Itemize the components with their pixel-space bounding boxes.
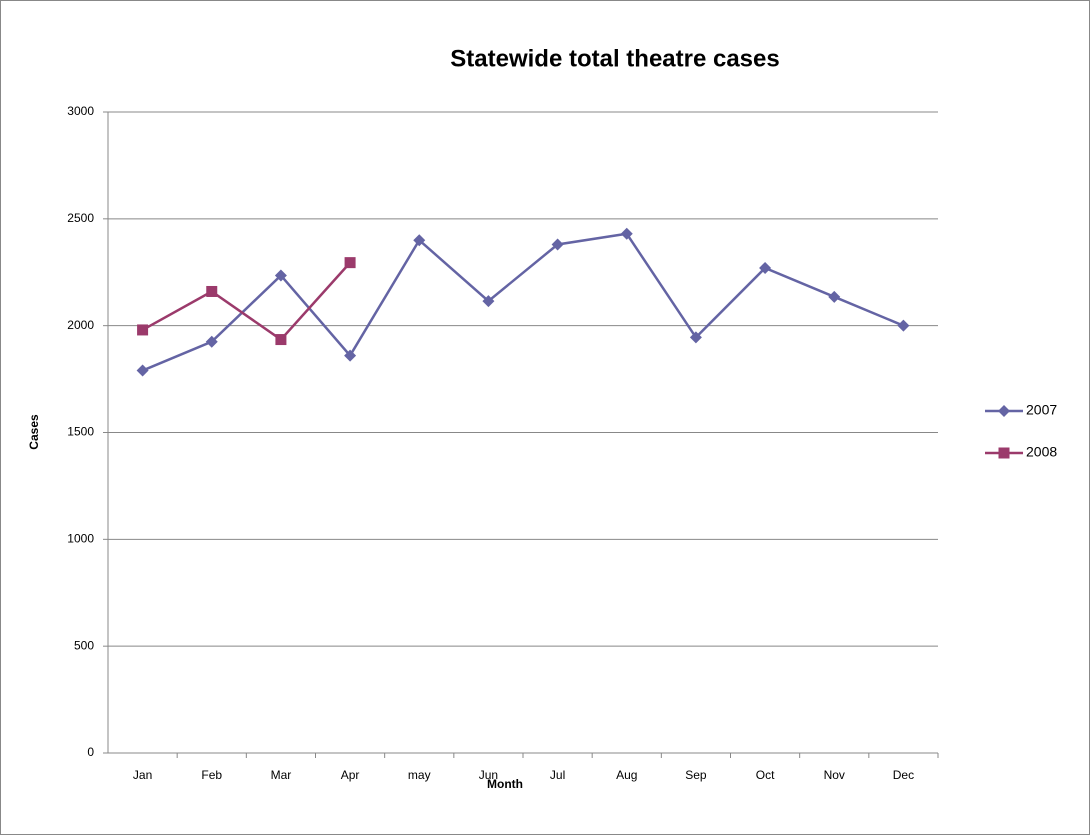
legend-label: 2008 (1026, 444, 1057, 460)
x-tick-label: Jan (133, 768, 152, 782)
marker (205, 335, 218, 348)
legend-marker (998, 405, 1010, 417)
x-tick-label: Dec (893, 768, 914, 782)
marker (689, 331, 702, 344)
legend-label: 2007 (1026, 402, 1057, 418)
x-tick-label: Sep (685, 768, 707, 782)
x-tick-label: Oct (756, 768, 775, 782)
marker (551, 238, 564, 251)
y-tick-label: 2500 (67, 211, 94, 225)
y-tick-label: 1000 (67, 532, 94, 546)
marker (136, 364, 149, 377)
x-tick-label: Jun (479, 768, 498, 782)
series-line (142, 232, 904, 372)
marker (137, 324, 149, 336)
x-tick-label: Apr (341, 768, 360, 782)
y-tick-label: 500 (74, 638, 94, 652)
y-tick-label: 0 (87, 745, 94, 759)
x-tick-label: Aug (616, 768, 637, 782)
y-axis-label: Cases (27, 414, 41, 450)
marker (275, 334, 287, 346)
x-axis-label: Month (487, 777, 523, 791)
marker (274, 269, 287, 282)
marker (482, 295, 495, 308)
x-tick-label: may (408, 768, 431, 782)
chart-title: Statewide total theatre cases (450, 45, 779, 72)
marker (206, 285, 218, 297)
x-tick-label: Mar (271, 768, 292, 782)
marker (897, 319, 910, 332)
marker (620, 227, 633, 240)
x-tick-label: Feb (201, 768, 222, 782)
marker (759, 261, 772, 274)
y-tick-label: 3000 (67, 104, 94, 118)
y-tick-label: 1500 (67, 425, 94, 439)
marker (344, 349, 357, 362)
y-tick-label: 2000 (67, 318, 94, 332)
legend-marker (998, 447, 1010, 459)
x-tick-label: Nov (824, 768, 845, 782)
series-line (141, 261, 352, 342)
marker (413, 234, 426, 247)
x-tick-label: Jul (550, 768, 565, 782)
marker (828, 290, 841, 303)
marker (344, 257, 356, 269)
